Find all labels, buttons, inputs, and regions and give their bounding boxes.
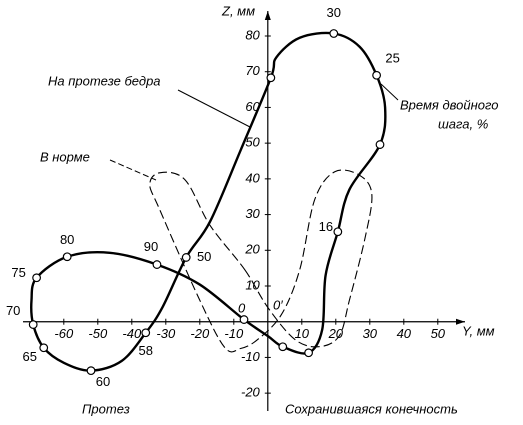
x-tick-label: 20 (328, 326, 344, 341)
annotation: Протез (82, 401, 130, 416)
origin-label: 0 (238, 300, 246, 315)
point-marker (39, 343, 49, 353)
leader-line (177, 89, 251, 128)
annotation: шага, % (438, 116, 488, 131)
x-axis-label: Y, мм (462, 323, 495, 338)
annotation: Время двойного (400, 97, 498, 112)
point-marker (152, 260, 162, 269)
point-label: 16 (319, 219, 333, 234)
x-tick-label: -20 (190, 326, 210, 341)
y-tick-label: 40 (245, 170, 260, 185)
y-axis-label: Z, мм (221, 3, 255, 18)
point-label: 90 (144, 239, 158, 254)
y-tick-label: 50 (245, 135, 260, 150)
y-tick-label: 10 (245, 277, 260, 292)
point-marker (32, 273, 41, 283)
point-marker (86, 366, 96, 376)
y-tick-label: 80 (245, 27, 260, 42)
y-tick-label: 70 (245, 63, 260, 78)
y-tick-label: -10 (241, 349, 261, 364)
point-label: 70 (6, 303, 20, 318)
point-marker (28, 320, 38, 329)
point-marker (239, 315, 249, 324)
point-marker (329, 29, 339, 38)
point-marker (181, 253, 191, 262)
leader-line (380, 83, 399, 101)
point-label: 58 (139, 343, 153, 358)
x-tick-label: -40 (122, 326, 142, 341)
point-marker (304, 348, 314, 358)
point-label: 65 (23, 349, 37, 364)
leader-line (109, 159, 157, 181)
axis-arrow (456, 318, 465, 325)
x-tick-label: 30 (363, 326, 378, 341)
x-tick-label: -10 (224, 326, 244, 341)
point-label: 60 (96, 374, 110, 389)
point-marker (372, 70, 382, 80)
x-tick-label: -50 (88, 326, 108, 341)
point-label: 30 (327, 5, 341, 20)
point-marker (278, 342, 288, 352)
point-marker (375, 140, 385, 149)
x-tick-label: -60 (54, 326, 74, 341)
point-label: 50 (197, 249, 211, 264)
series-line (149, 169, 373, 353)
x-tick-label: 10 (295, 326, 310, 341)
annotation: 0′ (273, 297, 283, 312)
point-marker (141, 328, 151, 338)
y-tick-label: 20 (244, 242, 260, 257)
series-label: На протезе бедра (48, 73, 161, 88)
y-tick-label: 30 (245, 206, 260, 221)
point-label: 80 (60, 232, 74, 247)
y-tick-label: -20 (241, 385, 261, 400)
point-marker (266, 73, 276, 83)
series-label: В норме (40, 149, 90, 164)
x-tick-label: -30 (156, 326, 176, 341)
x-tick-label: 40 (397, 326, 412, 341)
x-tick-label: 50 (431, 326, 446, 341)
point-marker (62, 252, 72, 262)
point-marker (333, 227, 343, 237)
point-label: 25 (385, 51, 399, 66)
axis-arrow (264, 11, 271, 20)
annotation: Сохранившаяся конечность (285, 401, 458, 416)
point-label: 75 (11, 265, 25, 280)
